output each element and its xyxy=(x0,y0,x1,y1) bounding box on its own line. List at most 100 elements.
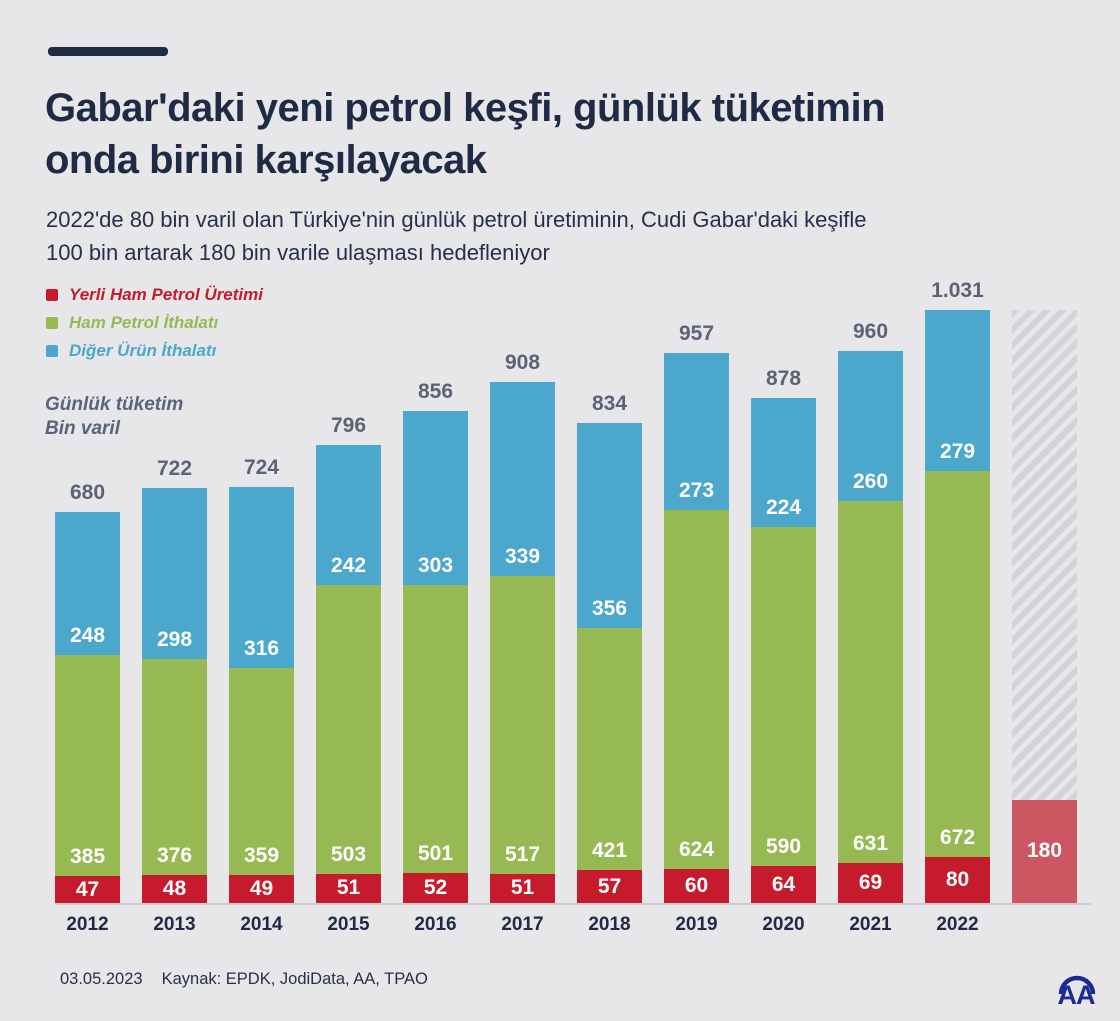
bar-value-label: 303 xyxy=(417,554,454,578)
bar-value-label: 631 xyxy=(852,832,889,856)
footer-date: 03.05.2023 xyxy=(60,970,143,988)
page-subtitle-line1: 2022'de 80 bin varil olan Türkiye'nin gü… xyxy=(46,207,867,232)
bar-segment-crude-oil-imports: 503 xyxy=(316,584,381,874)
bar-value-label: 503 xyxy=(330,842,367,866)
bar-column-2014: 724 316 359 49 xyxy=(229,456,294,903)
bar-value-label: 57 xyxy=(597,874,622,898)
legend-swatch-green xyxy=(46,317,58,329)
bar-total-label: 908 xyxy=(504,350,541,374)
chart-columns: 680 248 385 47 722 298 376 48 724 316 359 49 796 242 5… xyxy=(55,276,1091,905)
bar-value-label: 248 xyxy=(69,623,106,647)
page-subtitle-line2: 100 bin artarak 180 bin varile ulaşması … xyxy=(46,240,550,265)
bar-column-2017: 908 339 517 51 xyxy=(490,351,555,903)
bar-total-label: 1.031 xyxy=(931,279,984,303)
bar-segment-other-product-imports: 260 xyxy=(838,351,903,501)
bar-value-label: 517 xyxy=(504,842,541,866)
bar-value-label: 51 xyxy=(510,876,535,900)
page-title-line2: onda birini karşılayacak xyxy=(45,138,487,182)
bar-segment-crude-oil-imports: 631 xyxy=(838,500,903,864)
footer-source: Kaynak: EPDK, JodiData, AA, TPAO xyxy=(161,970,428,988)
x-axis-year-label: 2018 xyxy=(588,914,631,935)
chart-legend: Yerli Ham Petrol Üretimi Ham Petrol İtha… xyxy=(46,285,263,361)
x-axis-year-label: 2020 xyxy=(762,914,805,935)
bar-value-label: 376 xyxy=(156,844,193,868)
x-axis-year-label: 2012 xyxy=(66,914,109,935)
bar-value-label: 47 xyxy=(75,877,100,901)
target-column: 180 xyxy=(1012,310,1077,903)
bar-total-label: 856 xyxy=(417,379,454,403)
bar-value-label: 421 xyxy=(591,839,628,863)
bar-segment-crude-oil-imports: 590 xyxy=(751,526,816,867)
legend-label: Yerli Ham Petrol Üretimi xyxy=(69,285,263,304)
bar-value-label: 590 xyxy=(765,835,802,859)
bar-segment-other-product-imports: 356 xyxy=(577,423,642,629)
bar-segment-domestic-production: 64 xyxy=(751,866,816,903)
bar-total-label: 680 xyxy=(69,481,106,505)
legend-item-other-product-imports: Diğer Ürün İthalatı xyxy=(46,341,263,361)
x-axis-year-label: 2017 xyxy=(501,914,544,935)
x-axis-empty-cell xyxy=(1012,914,1077,936)
bar-value-label: 356 xyxy=(591,597,628,621)
bar-segment-domestic-production: 51 xyxy=(316,873,381,903)
bar-value-label: 51 xyxy=(336,876,361,900)
bar-total-label: 960 xyxy=(852,320,889,344)
page-title: Gabar'daki yeni petrol keşfi, günlük tük… xyxy=(45,82,886,186)
bar-segment-domestic-production: 52 xyxy=(403,873,468,903)
bar-value-label: 359 xyxy=(243,843,280,867)
bar-value-label: 273 xyxy=(678,478,715,502)
bar-column-2015: 796 242 503 51 xyxy=(316,414,381,903)
bar-value-label: 60 xyxy=(684,873,709,897)
legend-swatch-blue xyxy=(46,345,58,357)
bar-total-label: 724 xyxy=(243,455,280,479)
legend-label: Diğer Ürün İthalatı xyxy=(69,341,217,360)
accent-dash xyxy=(48,47,168,56)
legend-label: Ham Petrol İthalatı xyxy=(69,313,219,332)
target-hatch-bar xyxy=(1012,310,1077,800)
bar-value-label: 385 xyxy=(69,845,106,868)
chart-year-labels: 2012 2013 2014 2015 2016 2017 2018 2019 2020 2021… xyxy=(55,914,1091,936)
bar-column-2019: 957 273 624 60 xyxy=(664,322,729,903)
axis-unit-label-line2: Bin varil xyxy=(45,418,120,440)
target-value-bar: 180 xyxy=(1012,799,1077,903)
bar-segment-domestic-production: 69 xyxy=(838,863,903,903)
page-title-line1: Gabar'daki yeni petrol keşfi, günlük tük… xyxy=(45,86,886,130)
bar-segment-crude-oil-imports: 672 xyxy=(925,470,990,857)
page-subtitle: 2022'de 80 bin varil olan Türkiye'nin gü… xyxy=(46,203,867,269)
legend-swatch-red xyxy=(46,289,58,301)
stacked-bar-chart: 680 248 385 47 722 298 376 48 724 316 359 49 796 242 5… xyxy=(55,276,1091,936)
aa-logo: AA xyxy=(1050,963,1102,1012)
bar-column-2022: 1.031 279 672 80 xyxy=(925,279,990,903)
bar-segment-other-product-imports: 224 xyxy=(751,398,816,527)
bar-segment-other-product-imports: 298 xyxy=(142,487,207,660)
bar-total-label: 796 xyxy=(330,414,367,438)
bar-value-label: 49 xyxy=(249,876,274,900)
x-axis-year-label: 2013 xyxy=(153,914,196,935)
bar-segment-domestic-production: 60 xyxy=(664,868,729,903)
bar-segment-crude-oil-imports: 385 xyxy=(55,654,120,876)
bar-segment-domestic-production: 57 xyxy=(577,870,642,903)
legend-item-crude-oil-imports: Ham Petrol İthalatı xyxy=(46,313,263,333)
bar-segment-other-product-imports: 339 xyxy=(490,381,555,577)
bar-segment-other-product-imports: 303 xyxy=(403,410,468,586)
bar-segment-domestic-production: 49 xyxy=(229,874,294,903)
bar-segment-other-product-imports: 279 xyxy=(925,310,990,471)
aa-logo-text: AA xyxy=(1058,980,1095,1007)
bar-total-label: 834 xyxy=(591,392,628,416)
bar-segment-domestic-production: 80 xyxy=(925,857,990,903)
aa-logo-graphic: AA xyxy=(1058,975,1096,1010)
bar-segment-crude-oil-imports: 376 xyxy=(142,659,207,876)
bar-value-label: 316 xyxy=(243,637,280,661)
bar-value-label: 48 xyxy=(162,877,187,901)
bar-value-label: 279 xyxy=(939,439,976,463)
bar-total-label: 957 xyxy=(678,321,715,345)
bar-segment-domestic-production: 51 xyxy=(490,873,555,903)
bar-column-2016: 856 303 501 52 xyxy=(403,380,468,903)
bar-segment-crude-oil-imports: 359 xyxy=(229,668,294,875)
bar-value-label: 80 xyxy=(945,868,970,891)
axis-unit-label: Günlük tüketim Bin varil xyxy=(45,393,183,442)
bar-column-2018: 834 356 421 57 xyxy=(577,392,642,903)
bar-column-2012: 680 248 385 47 xyxy=(55,481,120,903)
x-axis-year-label: 2016 xyxy=(414,914,457,935)
bar-segment-other-product-imports: 248 xyxy=(55,512,120,655)
